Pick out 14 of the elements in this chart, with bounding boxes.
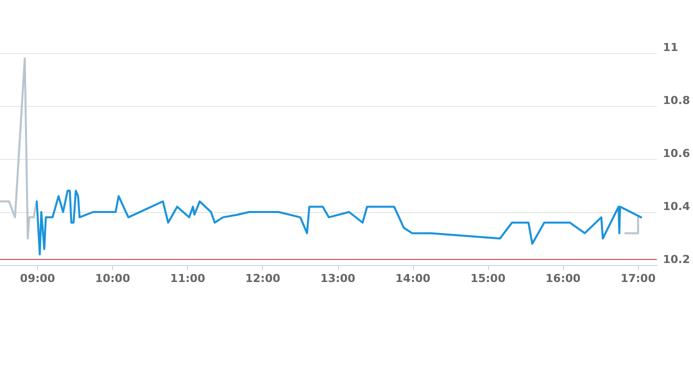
x-tick-label: 15:00 [470, 272, 506, 285]
x-tick-label: 13:00 [320, 272, 356, 285]
y-tick-label: 10.6 [662, 147, 690, 160]
x-tick-label: 12:00 [245, 272, 281, 285]
x-tick-label: 10:00 [95, 272, 130, 285]
y-tick-label: 10.4 [662, 200, 690, 213]
y-tick-label: 11 [662, 41, 678, 54]
x-tick-label: 14:00 [395, 272, 431, 285]
y-tick-label: 10.8 [662, 94, 690, 107]
x-tick-label: 17:00 [620, 272, 656, 285]
x-tick-label: 11:00 [170, 272, 206, 285]
x-tick-label: 09:00 [20, 272, 56, 285]
y-tick-label: 10.2 [662, 253, 690, 266]
x-tick-label: 16:00 [546, 272, 581, 285]
